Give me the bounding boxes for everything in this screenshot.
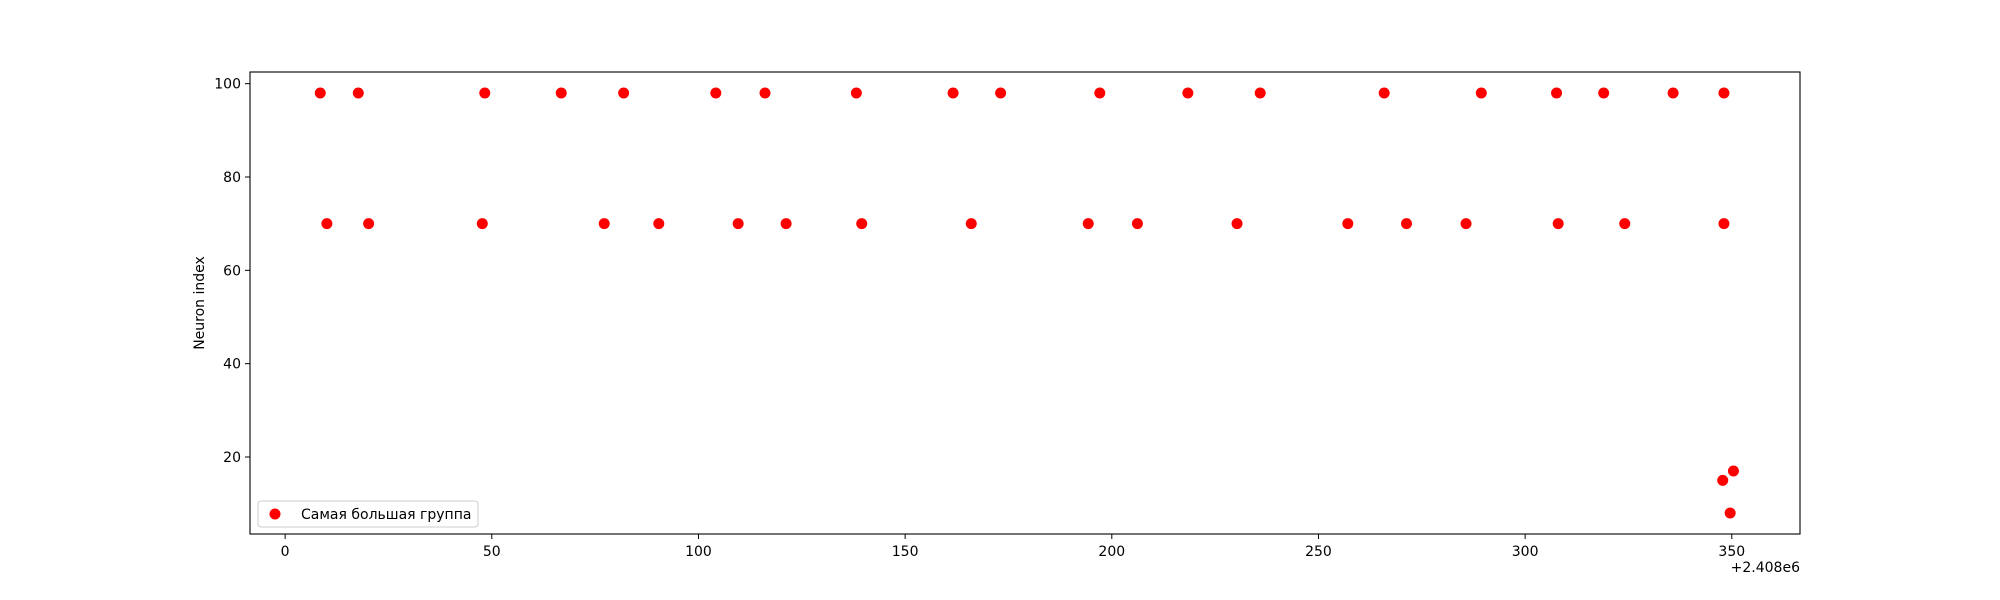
data-point xyxy=(1401,218,1413,230)
y-axis: 20 40 60 80 100 xyxy=(214,77,250,466)
x-tick-label: 50 xyxy=(483,544,501,560)
data-point xyxy=(476,218,488,230)
x-tick-label: 350 xyxy=(1718,544,1745,560)
data-point xyxy=(1094,87,1106,99)
legend-marker xyxy=(269,508,281,520)
plot-frame xyxy=(249,71,1801,535)
data-point xyxy=(759,87,771,99)
data-point xyxy=(732,218,744,230)
x-tick-label: 250 xyxy=(1305,544,1332,560)
data-point xyxy=(995,87,1007,99)
x-tick-label: 300 xyxy=(1512,544,1539,560)
data-point xyxy=(1718,87,1730,99)
data-point xyxy=(1254,87,1266,99)
x-tick-label: 100 xyxy=(685,544,712,560)
data-point xyxy=(1475,87,1487,99)
data-point xyxy=(314,87,326,99)
data-point xyxy=(1551,87,1563,99)
data-point xyxy=(1598,87,1610,99)
data-point xyxy=(479,87,491,99)
x-axis: 0 50 100 150 200 250 300 350 xyxy=(281,534,1745,560)
data-point xyxy=(850,87,862,99)
data-point xyxy=(1727,465,1739,477)
x-tick-label: 150 xyxy=(892,544,919,560)
data-point xyxy=(1342,218,1354,230)
data-point xyxy=(1131,218,1143,230)
data-point xyxy=(1082,218,1094,230)
y-tick-label: 80 xyxy=(223,170,241,186)
y-tick-label: 100 xyxy=(214,77,241,93)
data-point xyxy=(1718,218,1730,230)
data-point xyxy=(618,87,630,99)
legend: Самая большая группа xyxy=(257,500,479,528)
data-point xyxy=(710,87,722,99)
legend-label: Самая большая группа xyxy=(301,507,471,523)
data-point xyxy=(555,87,567,99)
data-point xyxy=(965,218,977,230)
data-point xyxy=(1231,218,1243,230)
y-axis-label: Neuron index xyxy=(192,256,208,350)
data-point xyxy=(352,87,364,99)
data-point xyxy=(856,218,868,230)
data-point xyxy=(1717,474,1729,486)
data-point xyxy=(1619,218,1631,230)
data-point xyxy=(321,218,333,230)
data-point xyxy=(1667,87,1679,99)
data-point xyxy=(780,218,792,230)
x-tick-label: 200 xyxy=(1098,544,1125,560)
plot-area xyxy=(250,72,1800,534)
data-point xyxy=(598,218,610,230)
data-point xyxy=(947,87,959,99)
x-axis-offset-label: +2.408e6 xyxy=(1731,560,1800,576)
data-point xyxy=(363,218,375,230)
data-points xyxy=(314,87,1739,519)
legend-frame xyxy=(257,500,479,528)
data-point xyxy=(1724,507,1736,519)
x-tick-label: 0 xyxy=(281,544,290,560)
data-point xyxy=(653,218,665,230)
data-point xyxy=(1182,87,1194,99)
y-tick-label: 40 xyxy=(223,357,241,373)
data-point xyxy=(1552,218,1564,230)
y-tick-label: 60 xyxy=(223,263,241,279)
data-point xyxy=(1378,87,1390,99)
y-tick-label: 20 xyxy=(223,450,241,466)
data-point xyxy=(1460,218,1472,230)
